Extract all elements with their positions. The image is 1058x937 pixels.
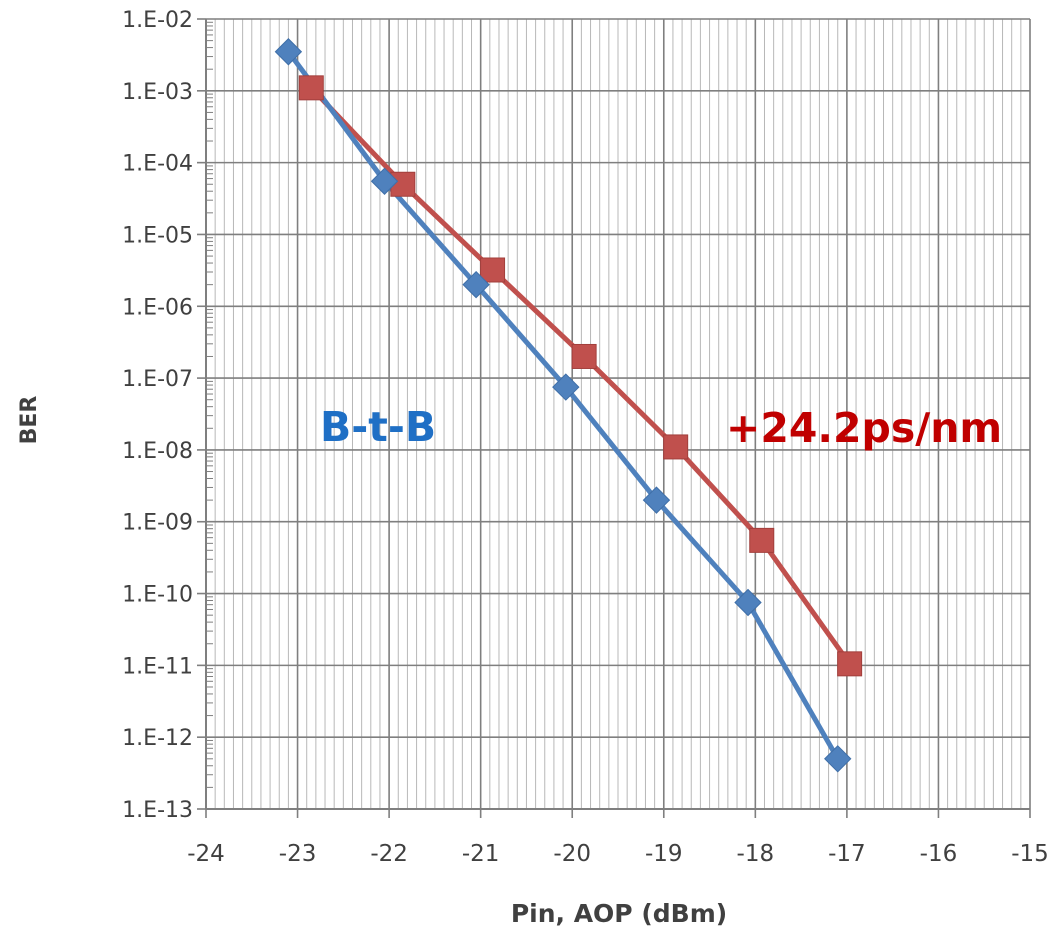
y-axis-label: BER — [17, 396, 42, 445]
marker-diamond — [552, 373, 580, 401]
axes: 1.E-02 1.E-03 1.E-04 1.E-05 1.E-06 1.E-07 1.E-… — [122, 8, 1049, 867]
x-tick-label: -17 — [828, 841, 866, 867]
grid — [205, 18, 1031, 810]
y-tick-label: 1.E-04 — [122, 152, 193, 177]
x-tick-label: -16 — [920, 841, 958, 867]
series-label-btb: B-t-B — [320, 403, 436, 451]
x-tick-label: -15 — [1011, 841, 1049, 867]
marker-diamond — [370, 167, 399, 195]
y-tick-label: 1.E-09 — [122, 511, 193, 536]
marker-square — [480, 257, 506, 283]
marker-square — [663, 434, 689, 460]
marker-diamond — [274, 38, 303, 66]
x-tick-label: -20 — [553, 841, 591, 867]
x-tick-label: -24 — [187, 841, 225, 867]
x-axis-label: Pin, AOP (dBm) — [511, 899, 727, 928]
marker-diamond — [462, 270, 490, 299]
y-tick-label: 1.E-07 — [122, 367, 193, 392]
marker-square — [571, 343, 597, 369]
y-tick-label: 1.E-02 — [122, 8, 193, 33]
y-tick-label: 1.E-08 — [122, 439, 193, 464]
marker-diamond — [824, 745, 852, 773]
y-tick-label: 1.E-03 — [122, 80, 193, 105]
x-tick-label: -22 — [370, 841, 408, 867]
x-tick-label: -19 — [645, 841, 683, 867]
marker-diamond — [642, 486, 671, 514]
series — [274, 38, 863, 773]
y-tick-label: 1.E-11 — [122, 654, 193, 679]
y-tick-label: 1.E-12 — [122, 726, 193, 751]
y-tick-label: 1.E-13 — [122, 798, 193, 823]
y-tick-label: 1.E-06 — [122, 295, 193, 320]
marker-square — [749, 527, 775, 553]
marker-square — [298, 75, 324, 101]
x-tick-label: -21 — [462, 841, 500, 867]
y-tick-label: 1.E-10 — [122, 583, 193, 608]
marker-square — [837, 651, 863, 677]
x-tick-label: -18 — [737, 841, 775, 867]
marker-diamond — [734, 588, 762, 617]
series-label-dispersion: +24.2ps/nm — [726, 404, 1002, 452]
labels: Pin, AOP (dBm) BER B-t-B +24.2ps/nm — [17, 396, 1002, 928]
y-tick-label: 1.E-05 — [122, 223, 193, 248]
x-tick-label: -23 — [279, 841, 317, 867]
